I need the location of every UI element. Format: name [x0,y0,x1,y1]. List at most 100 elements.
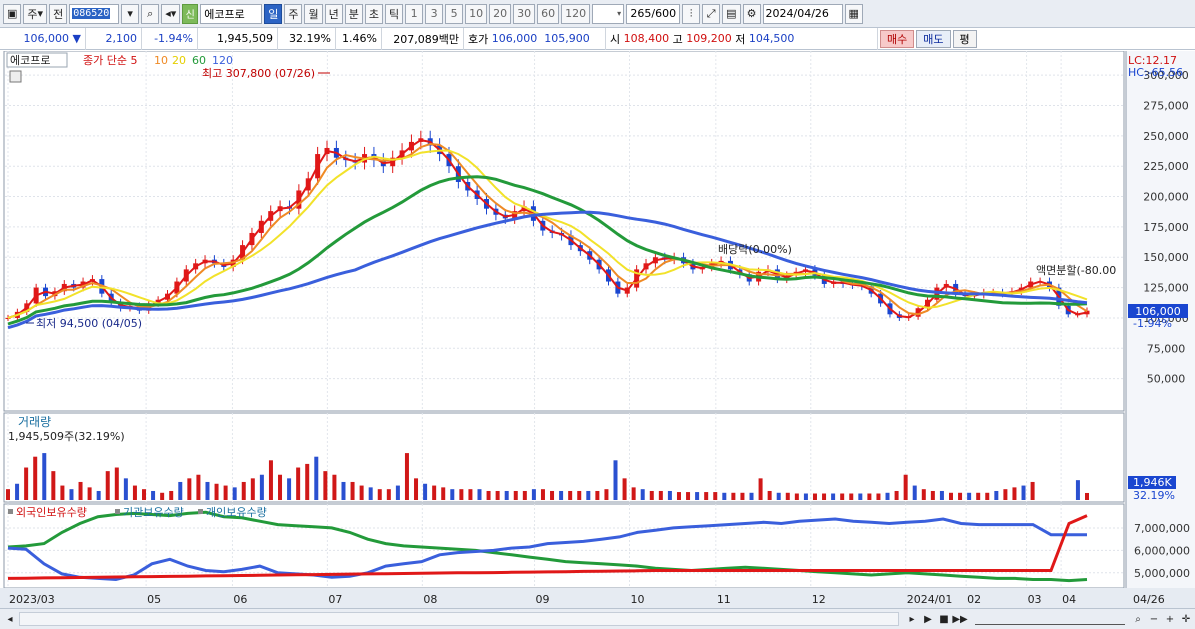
interval-30-button[interactable]: 30 [513,3,536,24]
volume-last-label: 1,946K [1133,476,1172,489]
bar-count-field[interactable]: 265/600 [626,3,681,24]
lc-label: LC:12.17 [1128,54,1177,67]
price-tick-label: 275,000 [1143,99,1189,112]
hc-label: HC:-65.56 [1128,66,1183,79]
interval-20-button[interactable]: 20 [489,3,512,24]
search-icon[interactable]: ⌕ [141,3,160,24]
volume-bar [450,489,455,500]
volume-bar [323,471,328,500]
volume-bar [214,483,219,500]
volume-bar [278,474,283,500]
volume-bar [368,487,373,500]
volume-bar [60,485,65,500]
volume-bar [395,485,400,500]
volume-bar [958,492,963,500]
holdings-legend-marker [115,509,120,514]
date-field[interactable]: 2024/04/26 [762,3,843,24]
zoom-in-icon[interactable]: + [1165,613,1175,625]
period-a-select[interactable]: 주 ▾ [23,3,48,24]
volume-bar [840,493,845,500]
interval-60-button[interactable]: 60 [537,3,560,24]
stock-name-field[interactable]: 에코프로 [200,3,263,24]
buy-button[interactable]: 매수 [880,29,915,48]
volume-bar [794,493,799,500]
volume-bar [96,490,101,500]
volume-bar [704,492,709,500]
volume-bar [350,481,355,500]
scroll-left-icon[interactable]: ◂ [7,613,13,625]
volume-bar [105,471,110,500]
volume-bar [1003,489,1008,500]
volume-last-badge [1128,476,1176,489]
annotation-high: 최고 307,800 (07/26) [202,67,315,80]
x-tick-label: 12 [812,593,826,606]
sell-button[interactable]: 매도 [916,29,951,48]
volume-bar [332,474,337,500]
holdings-line-individual [7,514,1088,580]
volume-bar [504,490,509,500]
period-b-select[interactable]: 전 [49,3,68,24]
interval-1-button[interactable]: 1 [405,3,424,24]
interval-3-button[interactable]: 3 [425,3,444,24]
interval-dropdown[interactable]: ▾ [592,3,625,24]
volume-bar [78,481,83,500]
period-tick-button[interactable]: 틱 [384,3,404,24]
cross-icon[interactable]: ✛ [1181,613,1191,625]
stock-code-input[interactable]: 086520 [69,3,120,24]
zoom-out-icon[interactable]: − [1149,613,1159,625]
stop-icon[interactable]: ■ [939,613,949,625]
period-minute-button[interactable]: 분 [344,3,363,24]
period-year-button[interactable]: 년 [324,3,343,24]
axis-background [1126,51,1195,588]
chart-scrollbar: ◂ ▸ ▶ ■ ▶▶ ⌕ − + ✛ [0,608,1195,629]
interval-120-button[interactable]: 120 [561,3,591,24]
sound-icon[interactable]: ◂▾ [161,3,181,24]
fast-forward-icon[interactable]: ▶▶ [952,613,968,625]
stock-chart[interactable]: 300,000 275,000 250,000 225,000 200,000 175,0… [0,51,1195,608]
price-tick-label: 150,000 [1143,251,1189,264]
volume-bar [577,490,582,500]
volume-bar [921,489,926,500]
volume-bar [713,492,718,500]
interval-10-button[interactable]: 10 [465,3,488,24]
volume-label: 1,945,509주(32.19%) [8,430,125,443]
search-icon-bottom[interactable]: ⌕ [1135,613,1141,625]
zoom-slider[interactable] [975,613,1125,625]
play-icon[interactable]: ▶ [924,613,932,625]
holdings-line-institution [7,517,1087,582]
candle-type-icon[interactable]: ⫶ [682,3,701,24]
period-second-button[interactable]: 초 [364,3,383,24]
period-month-button[interactable]: 월 [304,3,323,24]
price-tick-label: 200,000 [1143,191,1189,204]
save-icon[interactable]: ▤ [722,3,741,24]
legend-ma-120: 120 [212,54,233,67]
volume-bar [731,492,736,500]
volume-bar [640,489,645,500]
volume-bar [160,492,165,500]
volume-bar [296,467,301,500]
window-icon[interactable]: ▣ [3,3,22,24]
draw-tool-icon[interactable]: ⤢ [702,3,721,24]
price-tick-label: 225,000 [1143,160,1189,173]
eval-button[interactable]: 평 [952,29,977,48]
volume-bar [51,471,56,500]
calendar-icon[interactable]: ▦ [844,3,863,24]
code-dropdown-icon[interactable]: ▾ [121,3,140,24]
interval-5-button[interactable]: 5 [445,3,464,24]
period-day-button[interactable]: 일 [264,3,283,24]
x-tick-label: 09 [536,593,550,606]
candle-body [1084,310,1090,315]
volume-bar [822,493,827,500]
last-price-badge [1128,304,1188,318]
scroll-right-icon[interactable]: ▸ [909,613,915,625]
last-price-label: 106,000 [1135,305,1181,318]
x-tick-label: 2024/01 [907,593,953,606]
ma-line-120 [7,210,1088,330]
volume-bar [441,487,446,500]
volume-bar [459,489,464,500]
volume-bar [858,493,863,500]
gear-icon[interactable]: ⚙ [742,3,761,24]
scroll-track[interactable] [19,612,899,626]
price-tick-label: 125,000 [1143,282,1189,295]
period-week-button[interactable]: 주 [284,3,303,24]
